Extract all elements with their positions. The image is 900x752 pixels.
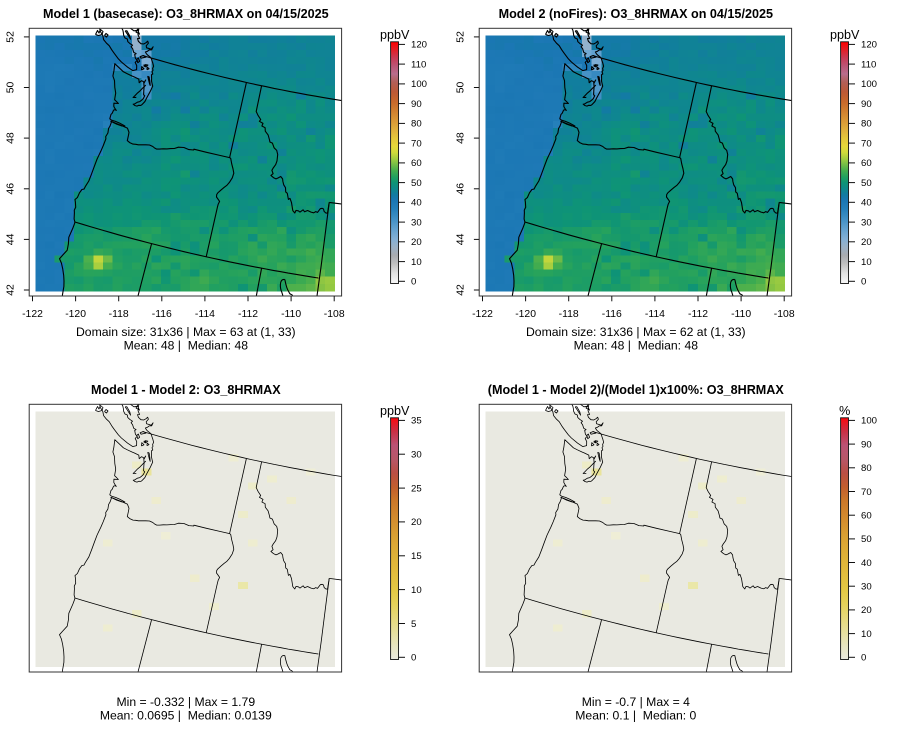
svg-text:-120: -120: [65, 309, 86, 320]
svg-text:50: 50: [455, 82, 466, 94]
svg-text:-114: -114: [645, 309, 665, 320]
svg-text:48: 48: [455, 132, 466, 144]
svg-text:44: 44: [5, 233, 16, 245]
svg-text:10: 10: [411, 257, 422, 268]
svg-text:Domain size: 31x36 | Max = 63: Domain size: 31x36 | Max = 63 at (1, 33): [76, 325, 296, 339]
svg-text:20: 20: [861, 605, 872, 616]
svg-text:120: 120: [861, 40, 877, 51]
svg-text:(Model 1 - Model 2)/(Model 1)x: (Model 1 - Model 2)/(Model 1)x100%: O3_8…: [488, 383, 785, 397]
svg-text:20: 20: [861, 237, 872, 248]
svg-text:-116: -116: [152, 309, 172, 320]
svg-text:70: 70: [411, 138, 422, 149]
svg-text:50: 50: [861, 178, 872, 189]
svg-text:70: 70: [861, 487, 872, 498]
svg-text:100: 100: [861, 416, 877, 427]
svg-text:-110: -110: [281, 309, 301, 320]
svg-text:0: 0: [411, 277, 416, 288]
svg-text:-108: -108: [774, 309, 795, 320]
svg-text:60: 60: [861, 158, 872, 169]
svg-text:5: 5: [411, 619, 416, 630]
svg-text:110: 110: [411, 59, 426, 70]
svg-text:Mean: 0.1 | Median: 0: Mean: 0.1 | Median: 0: [575, 708, 696, 722]
svg-text:0: 0: [861, 653, 866, 664]
svg-text:-118: -118: [109, 309, 129, 320]
svg-text:%: %: [839, 404, 850, 418]
svg-text:15: 15: [411, 551, 422, 562]
svg-text:0: 0: [861, 277, 866, 288]
svg-text:30: 30: [411, 450, 422, 461]
svg-text:40: 40: [861, 558, 872, 569]
svg-text:90: 90: [411, 99, 422, 110]
svg-text:-112: -112: [688, 309, 708, 320]
svg-text:70: 70: [861, 138, 872, 149]
svg-text:-122: -122: [22, 309, 43, 320]
svg-text:50: 50: [5, 82, 16, 94]
svg-text:Mean: 0.0695 | Median: 0.0139: Mean: 0.0695 | Median: 0.0139: [100, 708, 272, 722]
svg-text:80: 80: [411, 119, 422, 130]
svg-text:-112: -112: [238, 309, 258, 320]
svg-text:35: 35: [411, 416, 422, 427]
svg-text:Model 1 (basecase): O3_8HRMAX: Model 1 (basecase): O3_8HRMAX on 04/15/2…: [43, 7, 329, 21]
svg-text:10: 10: [861, 629, 872, 640]
svg-text:44: 44: [455, 233, 466, 245]
svg-text:80: 80: [861, 463, 872, 474]
svg-text:10: 10: [411, 585, 422, 596]
svg-text:100: 100: [411, 79, 427, 90]
svg-text:Mean: 48 | Median: 48: Mean: 48 | Median: 48: [124, 339, 249, 353]
svg-text:30: 30: [411, 217, 422, 228]
svg-text:90: 90: [861, 439, 872, 450]
svg-text:20: 20: [411, 237, 422, 248]
svg-text:-120: -120: [515, 309, 536, 320]
svg-text:-122: -122: [472, 309, 493, 320]
svg-text:Domain size: 31x36 | Max = 62: Domain size: 31x36 | Max = 62 at (1, 33): [526, 325, 746, 339]
svg-text:-114: -114: [195, 309, 215, 320]
svg-text:ppbV: ppbV: [380, 404, 410, 418]
svg-text:-108: -108: [324, 309, 345, 320]
svg-text:60: 60: [411, 158, 422, 169]
svg-text:ppbV: ppbV: [830, 28, 860, 42]
svg-text:-116: -116: [602, 309, 622, 320]
svg-text:50: 50: [861, 534, 872, 545]
svg-text:Model 2 (noFires): O3_8HRMAX o: Model 2 (noFires): O3_8HRMAX on 04/15/20…: [499, 7, 773, 21]
svg-text:30: 30: [861, 582, 872, 593]
svg-text:0: 0: [411, 653, 416, 664]
svg-text:25: 25: [411, 483, 422, 494]
svg-text:20: 20: [411, 517, 422, 528]
svg-text:42: 42: [5, 284, 16, 296]
svg-text:30: 30: [861, 217, 872, 228]
svg-text:ppbV: ppbV: [380, 28, 410, 42]
svg-text:100: 100: [861, 79, 877, 90]
svg-text:42: 42: [455, 284, 466, 296]
svg-text:10: 10: [861, 257, 872, 268]
svg-text:48: 48: [5, 132, 16, 144]
svg-text:120: 120: [411, 40, 427, 51]
svg-text:52: 52: [455, 31, 466, 43]
svg-text:52: 52: [5, 31, 16, 43]
svg-text:Min = -0.7 | Max = 4: Min = -0.7 | Max = 4: [582, 695, 690, 709]
svg-text:-110: -110: [731, 309, 751, 320]
svg-text:Min = -0.332 | Max = 1.79: Min = -0.332 | Max = 1.79: [116, 695, 255, 709]
svg-text:46: 46: [5, 183, 16, 195]
svg-text:40: 40: [411, 198, 422, 209]
svg-text:40: 40: [861, 198, 872, 209]
svg-text:Mean: 48 | Median: 48: Mean: 48 | Median: 48: [574, 339, 699, 353]
svg-text:Model 1 - Model 2: O3_8HRMAX: Model 1 - Model 2: O3_8HRMAX: [91, 383, 281, 397]
svg-text:50: 50: [411, 178, 422, 189]
svg-text:-118: -118: [559, 309, 579, 320]
svg-text:90: 90: [861, 99, 872, 110]
svg-text:80: 80: [861, 119, 872, 130]
svg-text:110: 110: [861, 59, 876, 70]
svg-text:60: 60: [861, 511, 872, 522]
svg-text:46: 46: [455, 183, 466, 195]
